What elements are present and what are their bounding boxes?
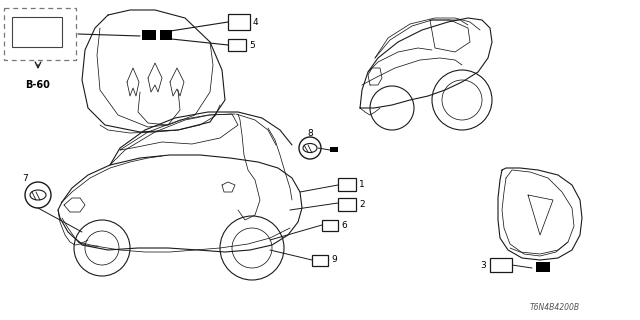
Text: 3: 3 [480,260,486,269]
Bar [228,14,250,30]
Text: 2: 2 [359,199,365,209]
Text: 5: 5 [249,41,255,50]
Bar [142,30,156,40]
Bar [228,39,246,51]
Text: 8: 8 [307,129,313,138]
Bar [490,258,512,272]
Text: 1: 1 [359,180,365,188]
Bar [12,17,62,47]
Text: 9: 9 [331,255,337,265]
Bar [160,30,172,40]
Bar [312,255,328,266]
Text: 6: 6 [341,220,347,229]
Bar [536,262,550,272]
Bar [322,220,338,231]
Text: B-60: B-60 [26,80,51,90]
Text: 7: 7 [22,173,28,182]
Bar [330,147,338,152]
Bar [338,198,356,211]
FancyBboxPatch shape [4,8,76,60]
Bar [338,178,356,191]
Text: 4: 4 [253,18,259,27]
Text: T6N4B4200B: T6N4B4200B [530,303,580,312]
